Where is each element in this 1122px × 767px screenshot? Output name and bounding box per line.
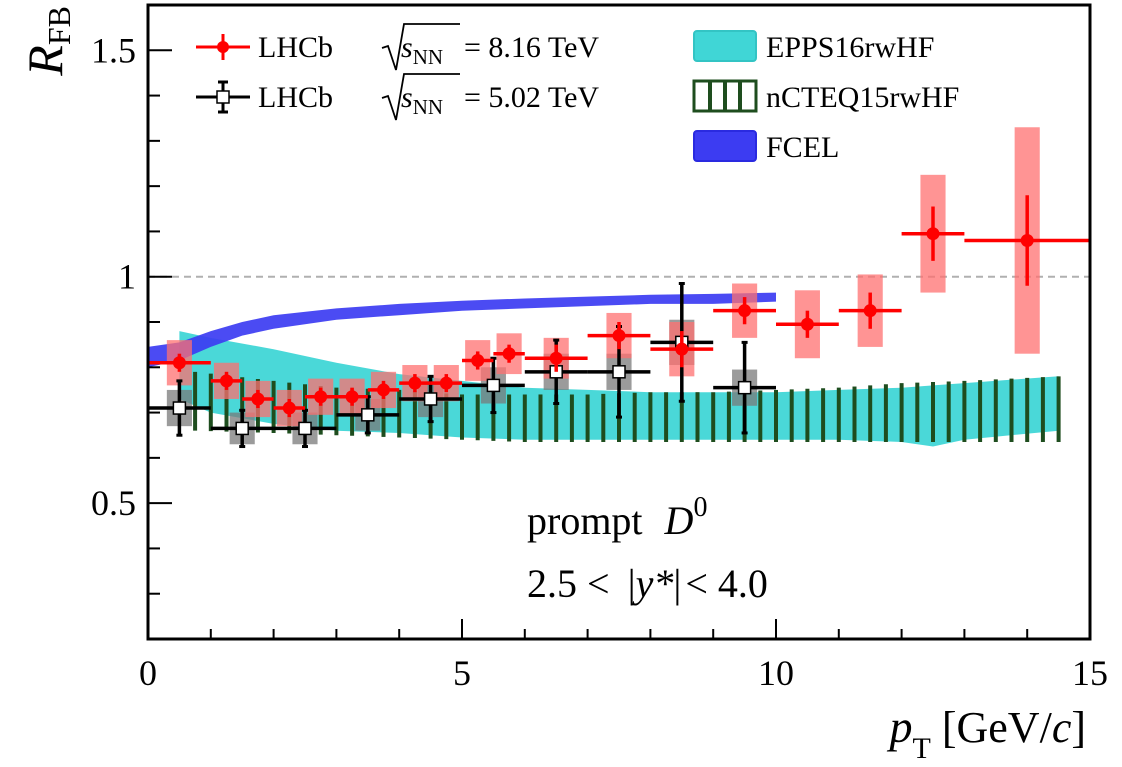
x-tick-label: 10 <box>758 653 794 693</box>
marker-5tev <box>486 378 501 393</box>
legend-marker-dot-8tev <box>217 41 229 53</box>
legend-swatch-fcel <box>693 130 757 162</box>
legend-sqrt-8tev: sNN <box>401 31 443 69</box>
legend-sqrt-5tev: sNN <box>401 81 443 119</box>
legend-label-lhcb-5tev: LHCb <box>258 81 333 114</box>
data-point-8tev <box>493 344 525 363</box>
marker-8tev <box>675 342 689 356</box>
y-tick-label: 0.5 <box>91 483 136 523</box>
marker-8tev <box>439 376 453 390</box>
data-point-8tev <box>587 322 651 350</box>
data-point-8tev <box>650 331 714 368</box>
legend-label-epps: EPPS16rwHF <box>766 31 934 64</box>
data-point-8tev <box>242 389 274 409</box>
marker-5tev <box>361 408 375 422</box>
data-point-8tev <box>148 353 211 372</box>
marker-5tev <box>298 421 312 436</box>
data-point-8tev <box>901 206 965 261</box>
data-points <box>148 127 1090 449</box>
marker-5tev <box>172 401 187 415</box>
legend-swatch-epps <box>693 30 757 62</box>
x-tick-label: 5 <box>453 653 471 693</box>
data-point-8tev <box>524 344 588 372</box>
marker-8tev <box>863 304 877 318</box>
marker-8tev <box>549 351 563 365</box>
sqrt-sign-8tev <box>381 23 460 71</box>
marker-5tev <box>737 380 752 395</box>
legend-entry-lhcb-8tev: LHCb sNN = 8.16 TeV <box>196 23 599 71</box>
x-axis-title: pT [GeV/c] <box>887 701 1086 765</box>
legend-energy-5tev: = 5.02 TeV <box>464 81 599 114</box>
legend-marker-square-5tev <box>216 90 230 104</box>
marker-8tev <box>251 392 265 406</box>
legend-entry-lhcb-5tev: LHCb sNN = 5.02 TeV <box>196 73 599 121</box>
data-point-8tev <box>210 371 243 390</box>
marker-5tev <box>235 421 249 436</box>
y-tick-label: 1.5 <box>91 30 136 70</box>
marker-8tev <box>471 353 485 367</box>
data-point-5tev <box>462 356 525 415</box>
y-axis-title: RFB <box>17 6 77 77</box>
data-point-8tev <box>273 398 305 418</box>
legend-entry-ncteq: nCTEQ15rwHF <box>692 79 959 114</box>
data-point-8tev <box>776 310 839 338</box>
marker-8tev <box>172 356 186 370</box>
data-point-5tev <box>210 408 274 449</box>
legend-energy-8tev: = 8.16 TeV <box>464 31 599 64</box>
marker-8tev <box>220 374 233 388</box>
data-point-8tev <box>430 374 462 393</box>
marker-5tev <box>612 365 626 379</box>
marker-8tev <box>408 376 422 390</box>
legend-entry-fcel: FCEL <box>693 130 839 164</box>
data-point-8tev <box>367 380 400 399</box>
band-fcel <box>148 292 776 368</box>
axis-ticks <box>147 4 1091 640</box>
y-tick-label: 1 <box>118 257 136 297</box>
marker-8tev <box>345 390 359 404</box>
x-tick-label: 0 <box>139 653 157 693</box>
data-point-5tev <box>713 340 776 435</box>
data-point-8tev <box>964 195 1090 286</box>
data-point-8tev <box>462 351 494 370</box>
marker-8tev <box>314 390 328 404</box>
annotation-rapidity: 2.5 < |y*| < 4.0 <box>527 561 768 606</box>
legend-label-ncteq: nCTEQ15rwHF <box>766 81 959 114</box>
annotation-particle: prompt D0 <box>527 492 707 543</box>
data-point-8tev <box>305 387 337 406</box>
marker-8tev <box>282 401 296 415</box>
marker-8tev <box>738 304 752 318</box>
data-point-8tev <box>713 297 776 325</box>
marker-5tev <box>423 392 438 406</box>
data-point-5tev <box>273 408 337 449</box>
marker-8tev <box>612 329 626 343</box>
data-point-8tev <box>336 387 368 406</box>
marker-8tev <box>800 317 814 331</box>
legend: LHCb sNN = 8.16 TeV LHCb sNN = 5.02 TeV … <box>196 23 959 164</box>
legend-label-lhcb-8tev: LHCb <box>258 31 333 64</box>
marker-8tev <box>502 347 516 361</box>
marker-8tev <box>926 227 940 241</box>
marker-8tev <box>377 383 390 397</box>
marker-8tev <box>1020 233 1034 247</box>
x-tick-label: 15 <box>1072 653 1108 693</box>
legend-label-fcel: FCEL <box>766 131 839 164</box>
legend-entry-epps: EPPS16rwHF <box>693 30 934 64</box>
sqrt-sign-5tev <box>381 73 460 121</box>
tick-labels: 0 5 10 15 0.5 1 1.5 <box>91 30 1108 693</box>
data-point-8tev <box>838 292 902 329</box>
data-point-5tev <box>148 379 211 437</box>
data-point-8tev <box>399 374 431 393</box>
